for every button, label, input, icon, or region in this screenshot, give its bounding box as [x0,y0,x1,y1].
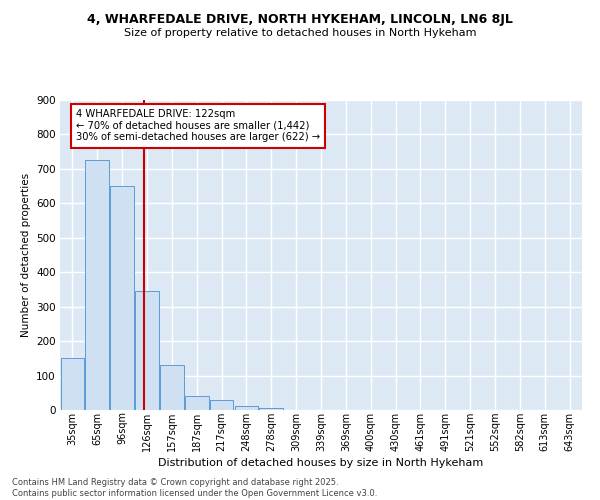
Bar [85,160,109,410]
X-axis label: Distribution of detached houses by size in North Hykeham: Distribution of detached houses by size … [158,458,484,468]
Text: 4 WHARFEDALE DRIVE: 122sqm
← 70% of detached houses are smaller (1,442)
30% of s: 4 WHARFEDALE DRIVE: 122sqm ← 70% of deta… [76,110,320,142]
Bar [235,406,258,410]
Bar [259,408,283,410]
Text: 4, WHARFEDALE DRIVE, NORTH HYKEHAM, LINCOLN, LN6 8JL: 4, WHARFEDALE DRIVE, NORTH HYKEHAM, LINC… [87,12,513,26]
Bar [135,291,159,410]
Y-axis label: Number of detached properties: Number of detached properties [20,173,31,337]
Bar [110,186,134,410]
Text: Contains HM Land Registry data © Crown copyright and database right 2025.
Contai: Contains HM Land Registry data © Crown c… [12,478,377,498]
Bar [185,396,209,410]
Bar [160,364,184,410]
Bar [210,400,233,410]
Text: Size of property relative to detached houses in North Hykeham: Size of property relative to detached ho… [124,28,476,38]
Bar [61,358,84,410]
